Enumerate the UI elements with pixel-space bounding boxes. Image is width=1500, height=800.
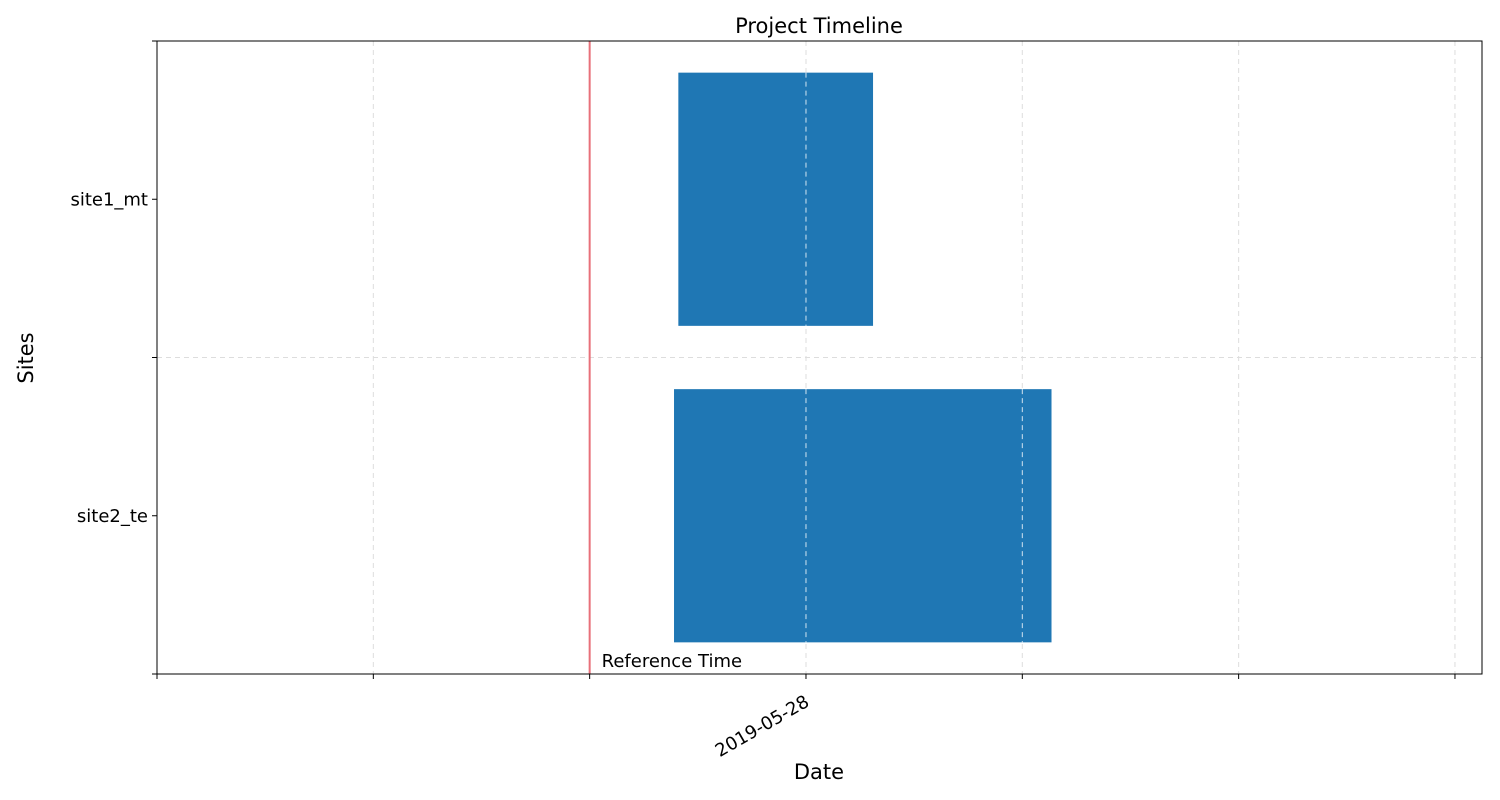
task-bars xyxy=(674,72,1052,643)
chart-title: Project Timeline xyxy=(735,14,903,38)
task-bar-site2_te xyxy=(674,389,1052,643)
y-tick-label-site1_mt: site1_mt xyxy=(70,189,148,210)
y-axis-label: Sites xyxy=(14,332,38,383)
reference-marker: Reference Time xyxy=(588,41,742,674)
task-bar-site1_mt xyxy=(678,72,874,326)
reference-label: Reference Time xyxy=(602,651,742,672)
x-axis-label: Date xyxy=(794,760,844,784)
y-tick-label-site2_te: site2_te xyxy=(77,506,148,527)
